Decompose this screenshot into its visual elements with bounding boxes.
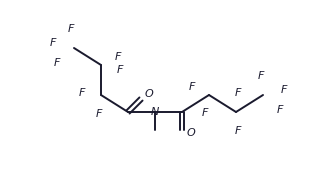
Text: F: F bbox=[258, 71, 264, 81]
Text: F: F bbox=[188, 82, 195, 92]
Text: F: F bbox=[117, 65, 123, 75]
Text: F: F bbox=[277, 105, 283, 115]
Text: F: F bbox=[96, 109, 102, 119]
Text: O: O bbox=[186, 128, 195, 138]
Text: O: O bbox=[145, 89, 154, 99]
Text: F: F bbox=[202, 108, 208, 118]
Text: F: F bbox=[50, 38, 56, 48]
Text: F: F bbox=[235, 88, 241, 98]
Text: F: F bbox=[235, 126, 241, 136]
Text: F: F bbox=[281, 85, 287, 95]
Text: F: F bbox=[68, 24, 74, 34]
Text: F: F bbox=[54, 58, 60, 68]
Text: N: N bbox=[151, 107, 159, 117]
Text: F: F bbox=[115, 52, 121, 62]
Text: F: F bbox=[79, 88, 85, 98]
